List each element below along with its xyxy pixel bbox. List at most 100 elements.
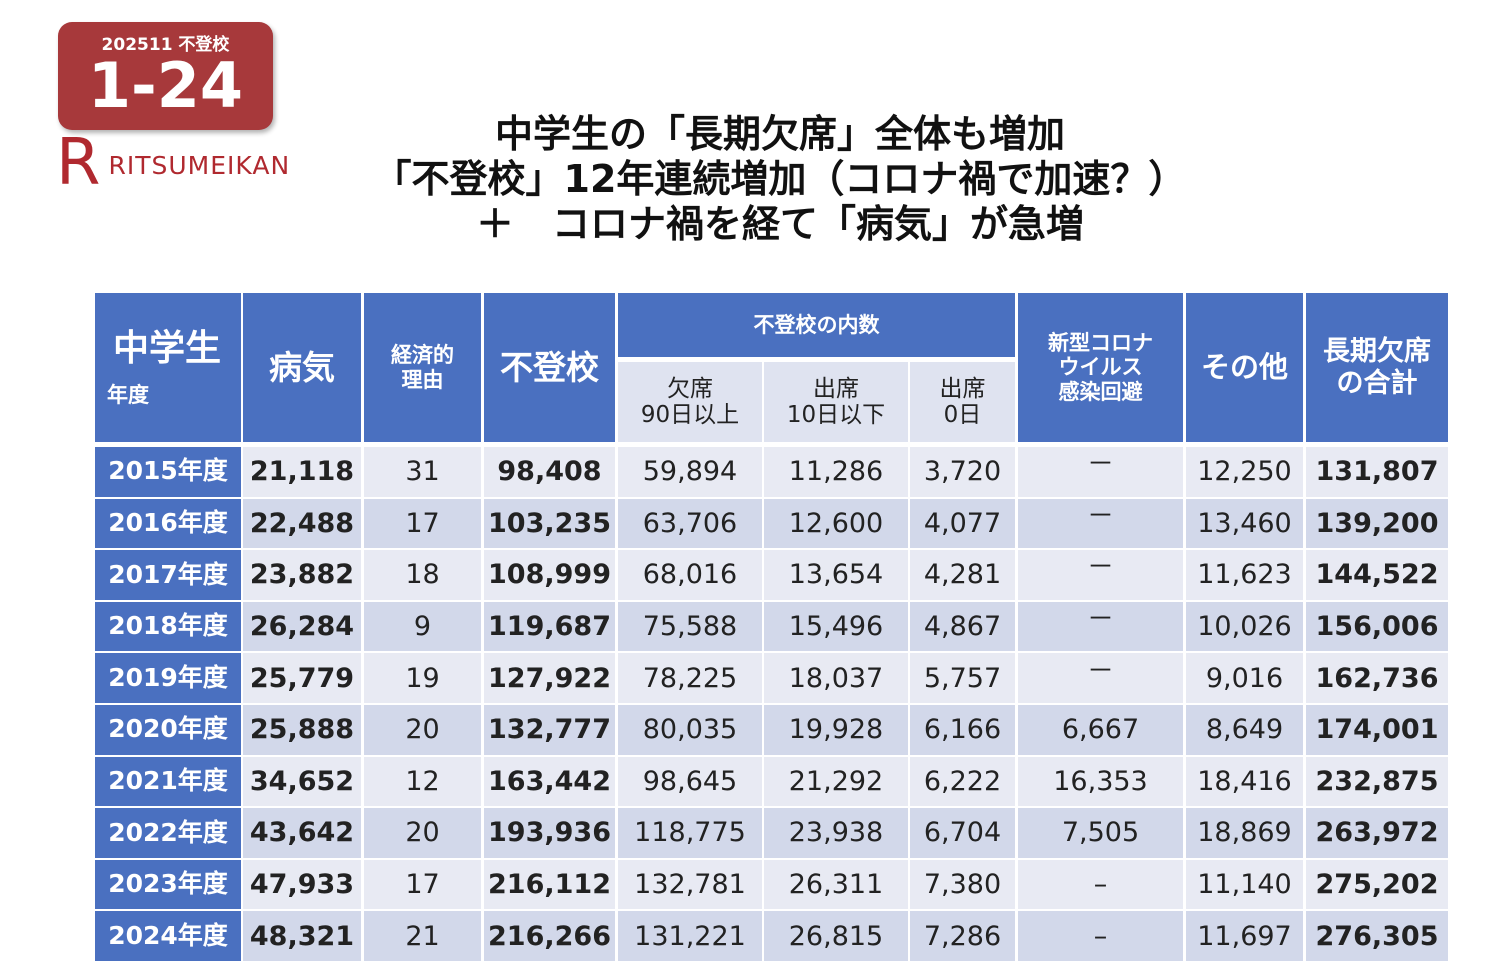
logo-text: RITSUMEIKAN [108,151,291,180]
data-cell: 75,588 [618,601,762,652]
cell-value: 6,704 [923,817,1002,849]
title-line: 中学生の「長期欠席」全体も増加 [494,112,1065,156]
data-cell: 139,200 [1306,498,1448,549]
cell-value: 17 [405,869,440,901]
data-cell: － [1018,653,1183,703]
cell-value: 22,488 [249,507,355,539]
data-cell: 48,321 [243,911,361,961]
data-cell: 31 [364,447,481,497]
data-cell: 9,016 [1186,653,1303,703]
data-cell: 59,894 [618,447,762,497]
cell-value: 8,649 [1205,714,1284,746]
data-cell: 98,408 [484,447,615,497]
data-cell: 216,112 [484,859,615,910]
cell-value: 132,781 [634,869,746,901]
cell-value: 21,292 [788,765,884,797]
data-cell: 15,496 [764,601,908,652]
data-cell: 275,202 [1306,859,1448,910]
cell-value: – [1093,869,1108,901]
cell-value: － [1087,449,1114,481]
cell-value: 21,118 [249,456,355,488]
data-cell: 23,938 [764,808,908,858]
data-cell: 22,488 [243,498,361,549]
column-header-line: の合計 [1336,367,1418,399]
data-cell: 162,736 [1306,653,1448,703]
data-cell: 7,286 [910,911,1015,961]
column-header: 長期欠席 の合計 [1306,293,1448,442]
badge-code: 202511 不登校 [101,34,230,55]
logo-mark: R [56,126,101,200]
cell-value: 31 [405,456,440,488]
year-cell: 2018年度 [95,601,241,652]
data-cell: 20 [364,705,481,755]
data-cell: 6,222 [910,756,1015,807]
data-cell: 17 [364,859,481,910]
cell-value: 4,077 [923,507,1002,539]
data-cell: 193,936 [484,808,615,858]
badge-number: 1-24 [87,48,244,122]
data-cell: 80,035 [618,705,762,755]
cell-value: 63,706 [642,507,738,539]
corner-subtitle: 年度 [107,383,149,408]
year: 2019年度 [108,662,228,692]
cell-value: 98,645 [642,765,738,797]
cell-value: 7,380 [923,869,1002,901]
sub-header-line: 0日 [943,402,982,428]
year: 2015年度 [108,456,228,486]
cell-value: 156,006 [1315,611,1439,643]
data-cell: 174,001 [1306,705,1448,755]
column-header: 新型コロナ ウイルス 感染回避 [1018,293,1183,442]
data-cell: 43,642 [243,808,361,858]
group-header: 不登校の内数 [618,293,1015,357]
cell-value: 18,037 [788,662,884,694]
data-cell: 5,757 [910,653,1015,703]
cell-value: 18,416 [1197,765,1292,797]
data-cell: 7,380 [910,859,1015,910]
cell-value: 6,166 [923,714,1002,746]
column-header-line: 理由 [401,367,444,392]
year-cell: 2020年度 [95,705,241,755]
sub-header-line: 出席 [939,375,986,402]
data-cell: 26,815 [764,911,908,961]
column-header-line: 長期欠席 [1323,336,1431,368]
data-cell: 21,118 [243,447,361,497]
data-cell: 6,166 [910,705,1015,755]
data-cell: 131,221 [618,911,762,961]
data-cell: 18 [364,550,481,600]
column-header: 病気 [243,293,361,442]
cell-value: 26,284 [249,611,355,643]
cell-value: 98,408 [497,456,602,488]
cell-value: 47,933 [249,869,355,901]
data-cell: 13,654 [764,550,908,600]
year: 2020年度 [108,714,228,744]
data-cell: – [1018,859,1183,910]
data-cell: 263,972 [1306,808,1448,858]
column-header-line: 新型コロナ [1048,331,1153,356]
cell-value: 6,667 [1061,714,1140,746]
data-cell: 108,999 [484,550,615,600]
cell-value: 43,642 [249,817,355,849]
data-cell: 7,505 [1018,808,1183,858]
cell-value: 9,016 [1205,662,1284,694]
year: 2024年度 [108,920,228,950]
year-cell: 2022年度 [95,808,241,858]
cell-value: 18,869 [1197,817,1292,849]
cell-value: 9 [413,611,432,643]
cell-value: 232,875 [1315,765,1439,797]
cell-value: 119,687 [488,611,611,643]
data-cell: 21,292 [764,756,908,807]
cell-value: 16,353 [1053,765,1148,797]
data-cell: 78,225 [618,653,762,703]
cell-value: 34,652 [249,765,355,797]
data-cell: 156,006 [1306,601,1448,652]
cell-value: 25,888 [249,714,355,746]
cell-value: 75,588 [642,611,738,643]
cell-value: 11,286 [788,456,884,488]
data-cell: 119,687 [484,601,615,652]
cell-value: － [1087,655,1114,687]
cell-value: 23,938 [788,817,884,849]
data-cell: 23,882 [243,550,361,600]
column-header-line: ウイルス [1058,355,1143,380]
data-cell: 25,779 [243,653,361,703]
